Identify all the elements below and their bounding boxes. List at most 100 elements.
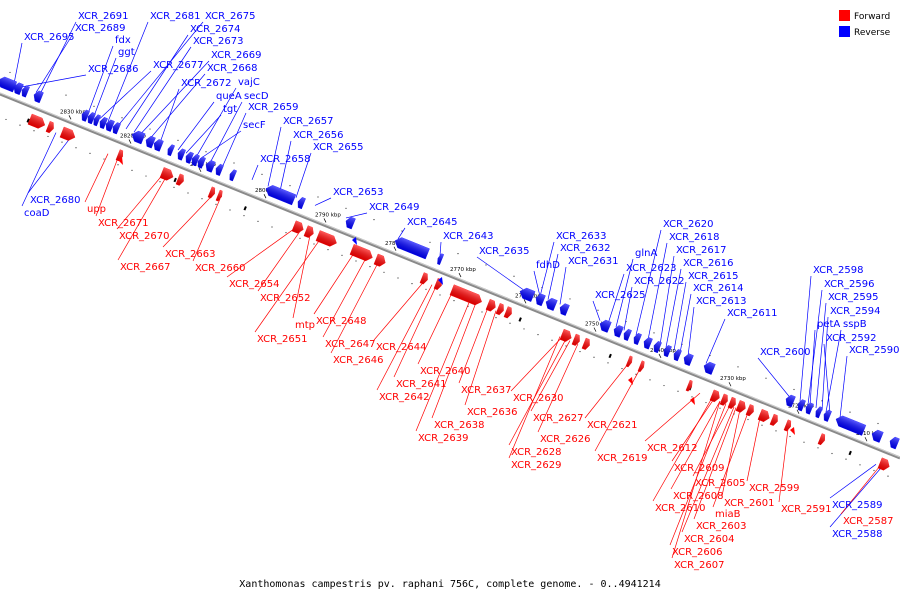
gene-label[interactable]: XCR_2626 — [540, 434, 591, 445]
reverse-gene[interactable] — [652, 340, 662, 354]
reverse-gene[interactable] — [804, 402, 814, 415]
forward-gene[interactable] — [757, 409, 771, 423]
gene-label[interactable]: XCR_2674 — [190, 24, 241, 35]
gene-label[interactable]: XCR_2641 — [396, 379, 447, 390]
gene-label[interactable]: XCR_2592 — [826, 333, 877, 344]
reverse-gene[interactable] — [130, 129, 146, 145]
reverse-gene[interactable] — [814, 406, 823, 419]
reverse-gene[interactable] — [558, 302, 570, 316]
gene-label[interactable]: XCR_2649 — [369, 202, 420, 213]
forward-gene[interactable] — [495, 303, 506, 316]
gene-label[interactable]: XCR_2651 — [257, 334, 308, 345]
gene-label[interactable]: XCR_2668 — [207, 63, 258, 74]
reverse-gene[interactable] — [672, 348, 682, 362]
forward-gene[interactable] — [719, 393, 730, 406]
gene-label[interactable]: XCR_2689 — [75, 23, 126, 34]
reverse-gene[interactable] — [204, 159, 216, 173]
gene-label[interactable]: coaD — [24, 208, 50, 219]
forward-gene[interactable] — [571, 333, 582, 346]
gene-label[interactable]: XCR_2608 — [673, 491, 724, 502]
gene-label[interactable]: XCR_2639 — [418, 433, 469, 444]
gene-label[interactable]: sspB — [843, 319, 867, 330]
gene-label[interactable]: XCR_2613 — [696, 296, 747, 307]
forward-gene[interactable] — [175, 173, 186, 186]
gene-label[interactable]: XCR_2673 — [193, 36, 244, 47]
reverse-gene[interactable] — [144, 135, 156, 149]
reverse-gene[interactable] — [190, 154, 200, 167]
gene-label[interactable]: XCR_2612 — [647, 443, 698, 454]
forward-gene[interactable] — [485, 299, 498, 312]
gene-label[interactable]: XCR_2669 — [211, 50, 262, 61]
reverse-gene[interactable] — [682, 353, 694, 366]
gene-label[interactable]: XCR_2663 — [165, 249, 216, 260]
gene-label[interactable]: XCR_2660 — [195, 263, 246, 274]
reverse-gene[interactable] — [888, 436, 900, 450]
reverse-gene[interactable] — [32, 90, 44, 104]
gene-label[interactable]: XCR_2686 — [88, 64, 139, 75]
gene-label[interactable]: XCR_2606 — [672, 547, 723, 558]
gene-label[interactable]: XCR_2620 — [663, 219, 714, 230]
forward-gene[interactable] — [783, 419, 793, 432]
gene-label[interactable]: XCR_2654 — [229, 279, 280, 290]
gene-label[interactable]: XCR_2677 — [153, 60, 204, 71]
gene-label[interactable]: XCR_2643 — [443, 231, 494, 242]
forward-gene[interactable] — [449, 284, 484, 307]
gene-label[interactable]: XCR_2599 — [749, 483, 800, 494]
reverse-gene[interactable] — [438, 277, 443, 285]
gene-label[interactable]: XCR_2625 — [595, 290, 646, 301]
gene-label[interactable]: XCR_2646 — [333, 355, 384, 366]
gene-label[interactable]: XCR_2622 — [634, 276, 685, 287]
reverse-gene[interactable] — [612, 324, 624, 338]
gene-label[interactable]: upp — [87, 204, 106, 215]
gene-label[interactable]: XCR_2627 — [533, 413, 584, 424]
forward-gene[interactable] — [315, 230, 339, 249]
reverse-gene[interactable] — [393, 236, 430, 260]
forward-gene[interactable] — [709, 389, 722, 403]
reverse-gene[interactable] — [111, 122, 121, 135]
gene-label[interactable]: petA — [817, 319, 840, 330]
reverse-gene[interactable] — [86, 111, 96, 125]
reverse-gene[interactable] — [632, 332, 642, 346]
gene-label[interactable]: XCR_2610 — [655, 503, 706, 514]
forward-gene[interactable] — [118, 157, 123, 165]
forward-gene[interactable] — [59, 126, 77, 142]
gene-label[interactable]: XCR_2635 — [479, 246, 530, 257]
reverse-gene[interactable] — [834, 414, 867, 436]
reverse-gene[interactable] — [176, 148, 186, 161]
forward-gene[interactable] — [503, 306, 514, 319]
gene-label[interactable]: ggt — [118, 47, 135, 58]
reverse-gene[interactable] — [352, 237, 357, 245]
gene-label[interactable]: XCR_2642 — [379, 392, 430, 403]
gene-label[interactable]: queA — [216, 91, 242, 102]
reverse-gene[interactable] — [642, 336, 653, 350]
gene-label[interactable]: XCR_2589 — [832, 500, 883, 511]
reverse-gene[interactable] — [264, 183, 297, 206]
gene-label[interactable]: XCR_2645 — [407, 217, 458, 228]
forward-gene[interactable] — [45, 121, 56, 134]
gene-label[interactable]: XCR_2695 — [24, 32, 75, 43]
gene-label[interactable]: XCR_2638 — [434, 420, 485, 431]
reverse-gene[interactable] — [822, 409, 832, 422]
reverse-gene[interactable] — [796, 399, 806, 412]
reverse-gene[interactable] — [702, 361, 716, 375]
gene-label[interactable]: XCR_2590 — [849, 345, 900, 356]
reverse-gene[interactable] — [98, 116, 108, 130]
gene-label[interactable]: XCR_2656 — [293, 130, 344, 141]
forward-gene[interactable] — [637, 360, 646, 373]
reverse-gene[interactable] — [518, 286, 536, 302]
gene-label[interactable]: secF — [243, 120, 266, 131]
gene-label[interactable]: XCR_2659 — [248, 102, 299, 113]
gene-label[interactable]: XCR_2619 — [597, 453, 648, 464]
gene-label[interactable]: XCR_2615 — [688, 271, 739, 282]
gene-label[interactable]: fdhD — [536, 260, 560, 271]
gene-label[interactable]: XCR_2588 — [832, 529, 883, 540]
reverse-gene[interactable] — [228, 169, 237, 182]
forward-gene[interactable] — [727, 396, 738, 409]
gene-label[interactable]: XCR_2601 — [724, 498, 775, 509]
gene-label[interactable]: XCR_2614 — [693, 283, 744, 294]
forward-gene[interactable] — [215, 189, 224, 202]
reverse-gene[interactable] — [784, 394, 796, 408]
gene-label[interactable]: glnA — [635, 248, 657, 259]
gene-label[interactable]: XCR_2691 — [78, 11, 129, 22]
forward-gene[interactable] — [159, 167, 175, 182]
